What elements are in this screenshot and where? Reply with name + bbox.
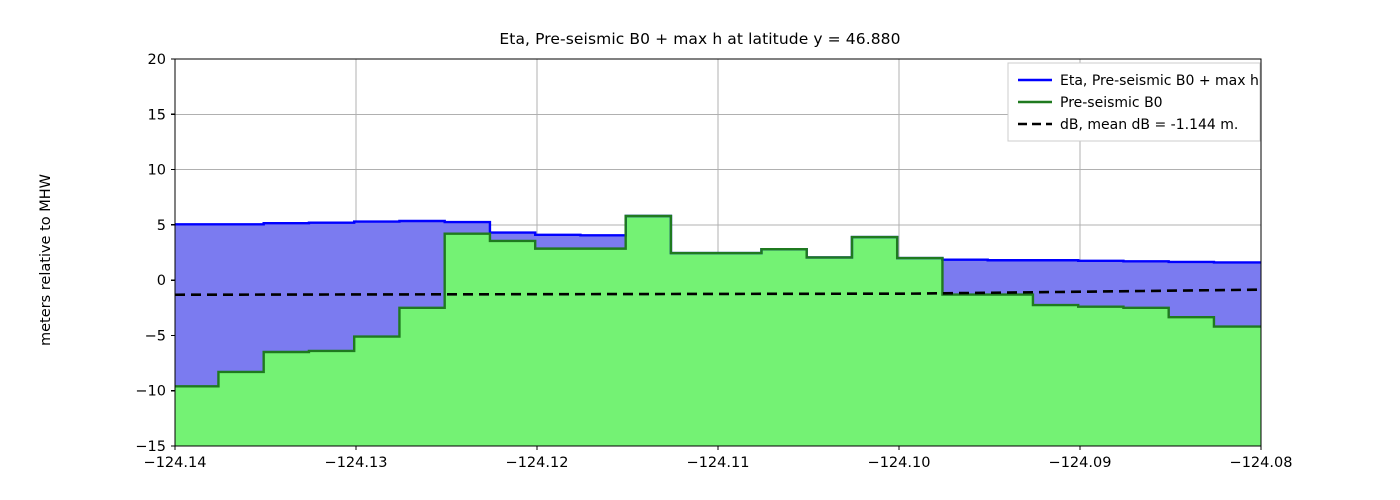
svg-text:0: 0	[157, 273, 166, 289]
legend-label: dB, mean dB = -1.144 m.	[1060, 117, 1238, 133]
axis-ticks: −15 −10 −5 0 5 10 15 20 −124.14 −124.13 −124.12 −12…	[135, 52, 1292, 471]
svg-text:−124.08: −124.08	[1230, 455, 1293, 471]
svg-text:−10: −10	[135, 384, 166, 400]
series-lines	[175, 214, 1261, 388]
reference-line-dB	[175, 288, 1261, 297]
legend-label: Eta, Pre-seismic B0 + max h	[1060, 73, 1259, 89]
legend-label: Pre-seismic B0	[1060, 95, 1163, 111]
svg-text:−124.13: −124.13	[325, 455, 388, 471]
svg-text:−15: −15	[135, 439, 166, 455]
series-areas	[175, 216, 1261, 446]
svg-text:−124.12: −124.12	[506, 455, 569, 471]
svg-text:−5: −5	[145, 328, 166, 344]
svg-text:5: 5	[157, 218, 166, 234]
legend[interactable]: Eta, Pre-seismic B0 + max h Pre-seismic B…	[1007, 62, 1261, 142]
chart-title: Eta, Pre-seismic B0 + max h at latitude …	[499, 30, 901, 48]
svg-text:−124.10: −124.10	[868, 455, 931, 471]
svg-text:20: 20	[148, 52, 166, 68]
svg-text:−124.11: −124.11	[687, 455, 750, 471]
svg-text:10: 10	[148, 163, 166, 179]
svg-text:−124.09: −124.09	[1049, 455, 1112, 471]
svg-text:−124.14: −124.14	[144, 455, 207, 471]
svg-text:15: 15	[148, 107, 166, 123]
